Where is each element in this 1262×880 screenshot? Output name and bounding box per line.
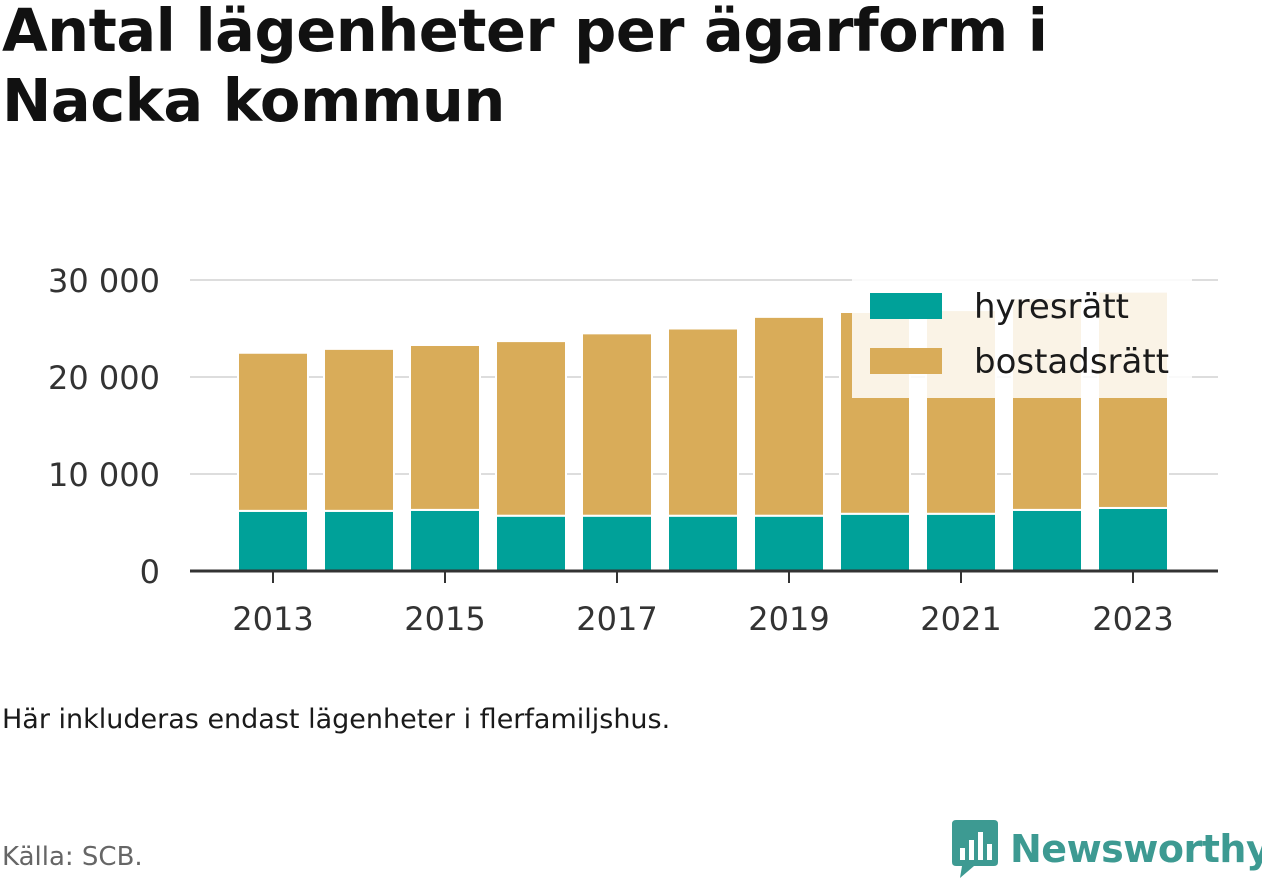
y-tick-label: 20 000 [48,359,160,397]
chart: 0 10 000 20 000 30 000 2013 2015 2017 2019 2021… [48,262,1218,638]
y-tick-label: 0 [140,553,160,591]
newsworthy-logo: Newsworthy [950,818,1262,880]
bar-hyresrätt-2016 [495,514,567,573]
brand-name: Newsworthy [1010,827,1262,871]
bar-bostadsrätt-2017 [581,332,653,517]
bar-hyresrätt-2022 [1011,508,1083,573]
legend-label-hyresrätt: hyresrätt [974,287,1129,327]
bar-bostadsrätt-2018 [667,327,739,517]
y-axis-ticks: 0 10 000 20 000 30 000 [48,262,160,591]
bar-bostadsrätt-2014 [323,347,395,512]
bar-hyresrätt-2017 [581,514,653,573]
bar-hyresrätt-2014 [323,509,395,572]
chart-note: Här inkluderas endast lägenheter i flerf… [2,704,671,735]
bars [237,290,1169,573]
x-tick-label: 2021 [920,600,1001,638]
x-tick-label: 2019 [748,600,829,638]
y-tick-label: 10 000 [48,456,160,494]
legend-label-bostadsrätt: bostadsrätt [974,342,1169,382]
legend-swatch-bostadsrätt [870,348,942,374]
bar-hyresrätt-2018 [667,514,739,573]
y-tick-label: 30 000 [48,262,160,300]
newsworthy-icon [952,820,998,878]
x-tick-label: 2015 [404,600,485,638]
bar-bostadsrätt-2016 [495,340,567,517]
bar-bostadsrätt-2015 [409,343,481,511]
legend-swatch-hyresrätt [870,293,942,319]
bar-hyresrätt-2013 [237,509,309,572]
x-tick-label: 2013 [232,600,313,638]
bar-bostadsrätt-2019 [753,315,825,517]
bar-hyresrätt-2020 [839,512,911,573]
bar-hyresrätt-2023 [1097,506,1169,573]
legend: hyresrätt bostadsrätt [852,276,1192,398]
bar-hyresrätt-2021 [925,512,997,573]
bar-hyresrätt-2019 [753,514,825,573]
bar-hyresrätt-2015 [409,508,481,573]
x-tick-label: 2023 [1092,600,1173,638]
bar-bostadsrätt-2013 [237,351,309,512]
x-axis: 2013 2015 2017 2019 2021 2023 [190,569,1218,638]
chart-title: Antal lägenheter per ägarform i Nacka ko… [2,0,1048,135]
source-label: Källa: SCB. [2,842,143,872]
x-tick-label: 2017 [576,600,657,638]
